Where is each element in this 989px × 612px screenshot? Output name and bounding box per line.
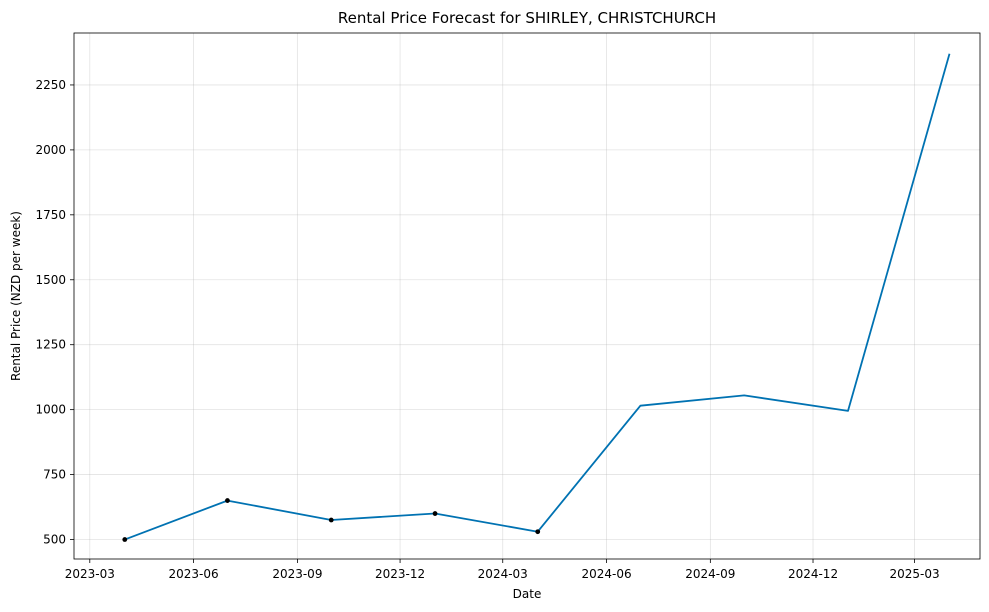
observed-point [432,511,438,516]
observed-point [535,529,541,535]
x-tick-label: 2023-12 [375,567,425,581]
y-tick-label: 1500 [35,273,66,287]
x-tick-label: 2023-03 [65,567,115,581]
observed-point [122,537,128,542]
y-tick-label: 1750 [35,208,66,222]
plot-frame [73,32,981,560]
observed-points-layer [122,498,541,542]
y-axis-ticks: 500 750 1000 1250 1500 1750 2000 2250 [35,78,74,547]
x-tick-label: 2023-06 [169,567,219,581]
x-tick-label: 2024-03 [478,567,528,581]
x-axis-label: Date [513,587,542,601]
observed-point [328,517,334,523]
x-tick-label: 2023-09 [272,567,322,581]
x-tick-label: 2024-12 [788,567,838,581]
grid [74,33,980,559]
y-tick-label: 2250 [35,78,66,92]
forecast-line [124,53,951,541]
y-tick-label: 750 [43,468,66,482]
y-tick-label: 1250 [35,338,66,352]
x-tick-label: 2025-03 [889,567,939,581]
y-axis-label: Rental Price (NZD per week) [9,211,23,381]
y-tick-label: 1000 [35,403,66,417]
y-tick-label: 500 [43,533,66,547]
y-tick-label: 2000 [35,143,66,157]
x-tick-label: 2024-09 [685,567,735,581]
series-line-layer [124,53,951,541]
x-axis-ticks: 2023-03 2023-06 2023-09 2023-12 2024-03 2024-… [65,559,940,581]
chart-title: Rental Price Forecast for SHIRLEY, CHRIS… [338,9,716,27]
x-tick-label: 2024-06 [581,567,631,581]
observed-point [225,498,230,503]
